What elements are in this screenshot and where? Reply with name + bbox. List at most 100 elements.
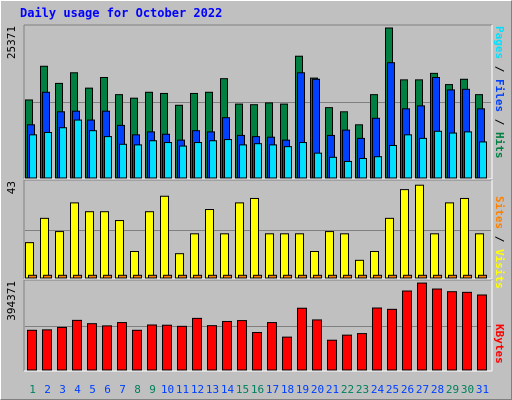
pages-bar — [89, 130, 97, 179]
pages-bar — [44, 131, 52, 179]
day-label: 25 — [386, 383, 399, 396]
visits-bar — [220, 233, 229, 279]
day-label: 2 — [44, 383, 51, 396]
pages-bar — [269, 144, 277, 179]
kbytes-bar — [267, 322, 277, 371]
day-label: 28 — [431, 383, 444, 396]
day-label: 9 — [149, 383, 156, 396]
pages-bar — [134, 144, 142, 179]
sites-bar — [193, 274, 202, 279]
visits-bar — [25, 242, 34, 279]
visits-bar — [325, 231, 334, 279]
pages-bar — [179, 145, 187, 179]
pages-bar — [464, 131, 472, 179]
pages-bar — [434, 130, 442, 179]
visits-bar — [175, 253, 184, 279]
pages-bar — [164, 142, 172, 179]
pages-bar — [299, 142, 307, 179]
sites-bar — [343, 274, 352, 279]
sites-bar — [268, 274, 277, 279]
pages-bar — [29, 134, 37, 179]
day-label: 22 — [341, 383, 354, 396]
sites-bar — [223, 274, 232, 279]
kbytes-bar — [387, 308, 397, 371]
kbytes-bar — [117, 322, 127, 371]
sites-bar — [253, 274, 262, 279]
visits-bar — [145, 211, 154, 279]
sites-bar — [178, 274, 187, 279]
visits-bar — [250, 197, 259, 279]
visits-bar — [70, 202, 79, 279]
day-label: 31 — [476, 383, 489, 396]
kbytes-bar — [477, 294, 487, 371]
day-label: 29 — [446, 383, 459, 396]
sites-bar — [88, 274, 97, 279]
day-label: 12 — [191, 383, 204, 396]
kbytes-bar — [327, 339, 337, 371]
kbytes-bar — [357, 333, 367, 371]
day-label: 7 — [119, 383, 126, 396]
visits-bar — [235, 202, 244, 279]
sites-bar — [238, 274, 247, 279]
kbytes-bar — [432, 288, 442, 371]
pages-bar — [224, 139, 232, 179]
pages-bar — [449, 132, 457, 179]
pages-bar — [419, 137, 427, 179]
day-label: 13 — [206, 383, 219, 396]
day-label: 5 — [89, 383, 96, 396]
day-label: 15 — [236, 383, 249, 396]
sites-bar — [58, 274, 67, 279]
sites-bar — [28, 274, 37, 279]
pages-bar — [119, 143, 127, 179]
pages-bar — [329, 156, 337, 179]
pages-bar — [104, 136, 112, 179]
visits-bar — [190, 233, 199, 279]
legend-sites-visits: Sites / Visits — [493, 196, 506, 289]
pages-bar — [284, 146, 292, 179]
day-label: 6 — [104, 383, 111, 396]
pages-bar — [479, 141, 487, 179]
visits-bar — [295, 233, 304, 279]
visits-bar — [310, 250, 319, 279]
visits-bar — [415, 184, 424, 279]
sites-bar — [133, 274, 142, 279]
kbytes-bar — [207, 325, 217, 371]
sites-bar — [103, 274, 112, 279]
day-label: 26 — [401, 383, 414, 396]
panel1-max-label: 25371 — [5, 26, 18, 59]
day-label: 11 — [176, 383, 189, 396]
kbytes-bar — [102, 325, 112, 371]
pages-bar — [314, 152, 322, 179]
kbytes-bar — [162, 324, 172, 371]
day-label: 14 — [221, 383, 235, 396]
kbytes-bar — [42, 329, 52, 371]
pages-bar — [74, 119, 82, 179]
sites-bar — [163, 274, 172, 279]
legend-pages-files-hits: Pages / Files / Hits — [493, 26, 506, 159]
sites-bar — [328, 274, 337, 279]
pages-bar — [59, 127, 67, 179]
kbytes-bar — [57, 326, 67, 371]
day-label: 24 — [371, 383, 385, 396]
sites-bar — [433, 274, 442, 279]
visits-bar — [460, 197, 469, 279]
day-label: 8 — [134, 383, 141, 396]
pages-bar — [239, 144, 247, 179]
visits-bar — [430, 233, 439, 279]
visits-bar — [55, 231, 64, 279]
kbytes-bar — [282, 336, 292, 371]
kbytes-bar — [252, 331, 262, 371]
sites-bar — [403, 274, 412, 279]
kbytes-bar — [237, 320, 247, 371]
kbytes-bar — [297, 307, 307, 371]
panel3-max-label: 394371 — [5, 281, 18, 321]
pages-bar — [374, 156, 382, 179]
day-label: 30 — [461, 383, 474, 396]
day-label: 21 — [326, 383, 339, 396]
panel2-max-label: 43 — [5, 181, 18, 194]
sites-bar — [208, 274, 217, 279]
kbytes-bar — [402, 290, 412, 371]
day-label: 27 — [416, 383, 429, 396]
day-label: 19 — [296, 383, 309, 396]
visits-bar — [130, 250, 139, 279]
